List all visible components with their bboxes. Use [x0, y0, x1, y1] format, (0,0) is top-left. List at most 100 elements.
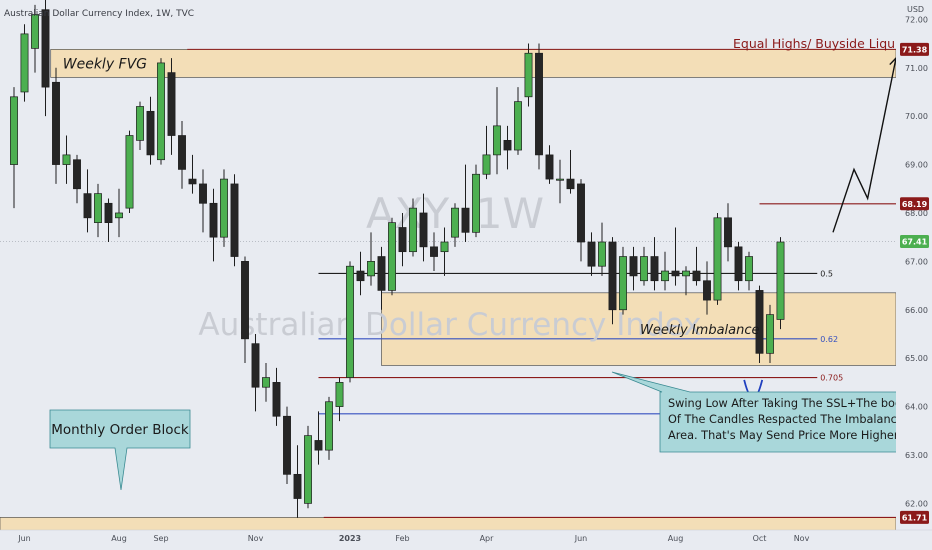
candle-body — [73, 159, 81, 190]
label-weekly-fvg: Weekly FVG — [63, 56, 147, 72]
candle-body — [398, 227, 407, 253]
fib-label: 0.705 — [820, 374, 843, 383]
candle-body — [472, 173, 480, 233]
candle-body — [514, 101, 522, 151]
annotations-layer: Weekly FVG Weekly Imbalance Equal Highs/ B… — [49, 36, 923, 491]
candle-body — [115, 212, 123, 219]
candle-body — [314, 440, 323, 451]
price-badge-label: 71.38 — [902, 45, 928, 54]
price-badge — [900, 510, 929, 524]
candle-body — [755, 290, 764, 354]
label-equal-highs: Equal Highs/ Buyside Liquidity — [733, 36, 923, 51]
candle-body — [692, 270, 701, 282]
candle-body — [356, 270, 365, 282]
x-tick-label: Jun — [17, 534, 31, 543]
candle-body — [440, 241, 449, 253]
candle-body — [325, 401, 333, 451]
candle-body — [251, 343, 260, 388]
price-axis-panel — [896, 0, 932, 530]
candle-body — [619, 256, 627, 311]
candle-body — [125, 135, 134, 209]
candle-body — [31, 14, 39, 49]
y-tick-label: 63.00 — [905, 451, 928, 460]
x-tick-label: Feb — [395, 534, 409, 543]
y-tick-label: 64.00 — [905, 403, 928, 412]
price-badge — [900, 235, 929, 249]
candle-body — [220, 178, 228, 238]
fib-label: 0.62 — [820, 335, 838, 344]
candle-body — [335, 382, 344, 407]
zone-weekly-fvg — [50, 49, 897, 78]
price-badge-label: 61.71 — [902, 513, 928, 522]
candle-body — [83, 193, 92, 219]
chart-title: Australian Dollar Currency Index, 1W, TV… — [4, 9, 194, 19]
candle-body — [493, 125, 501, 156]
candle-body — [482, 154, 491, 175]
x-tick-label: Apr — [480, 534, 495, 543]
currency-label: USD — [907, 5, 924, 14]
candle-body — [608, 241, 617, 311]
x-tick-label: Nov — [794, 534, 810, 543]
label-monthly-order-block: Monthly Order Block — [51, 422, 189, 438]
candle-body — [94, 193, 102, 223]
price-badge — [900, 197, 929, 211]
candle-body — [136, 106, 144, 141]
candle-body — [241, 261, 249, 340]
swing-low-note-line: Area. That's May Send Price More Higher … — [668, 429, 916, 442]
candle-body — [577, 183, 585, 243]
x-tick-label: Oct — [753, 534, 767, 543]
y-tick-label: 72.00 — [905, 15, 928, 24]
x-tick-label: Aug — [111, 534, 127, 543]
candle-body — [10, 96, 18, 165]
price-badge — [900, 42, 929, 56]
watermark: AXY, 1W Australian Dollar Currency Index — [198, 189, 701, 343]
candle-body — [629, 256, 638, 277]
candle-body — [272, 382, 281, 417]
candle-body — [713, 217, 722, 301]
candle-body — [104, 202, 113, 223]
candle-body — [451, 207, 459, 238]
x-tick-label: Jun — [574, 534, 588, 543]
candle-body — [745, 256, 753, 282]
candle-body — [724, 217, 732, 248]
candle-body — [682, 270, 690, 277]
y-tick-label: 67.00 — [905, 257, 928, 266]
candle-body — [650, 256, 659, 282]
candle-body — [503, 140, 512, 151]
price-badge-label: 68.19 — [902, 200, 928, 209]
label-weekly-imbalance: Weekly Imbalance — [640, 323, 760, 338]
x-tick-label: Aug — [668, 534, 684, 543]
swing-low-note-line: Of The Candles Respacted The Imbalance — [668, 413, 904, 426]
candle-body — [283, 415, 291, 475]
candle-body — [587, 241, 596, 267]
candle-body — [262, 377, 270, 388]
candle-body — [776, 241, 785, 320]
y-tick-label: 71.00 — [905, 64, 928, 73]
y-tick-label: 66.00 — [905, 306, 928, 315]
candle-body — [766, 314, 774, 354]
x-tick-label: Sep — [153, 534, 168, 543]
candle-body — [178, 135, 186, 170]
candle-body — [146, 110, 155, 156]
candle-body — [556, 178, 564, 181]
candle-body — [535, 52, 543, 156]
candle-body — [52, 81, 60, 165]
projection-path — [832, 57, 897, 233]
candle-body — [524, 52, 533, 98]
candle-body — [20, 33, 29, 93]
price-badge-label: 67.41 — [902, 238, 928, 247]
candle-body — [41, 9, 50, 88]
candle-body — [566, 178, 575, 190]
x-tick-label: 2023 — [339, 534, 361, 543]
candle-body — [430, 246, 438, 257]
y-tick-label: 62.00 — [905, 499, 928, 508]
y-tick-label: 69.00 — [905, 161, 928, 170]
time-axis-panel — [0, 530, 932, 550]
callout-box-order-block — [49, 409, 191, 491]
candle-body — [209, 202, 218, 238]
candle-body — [598, 241, 606, 267]
